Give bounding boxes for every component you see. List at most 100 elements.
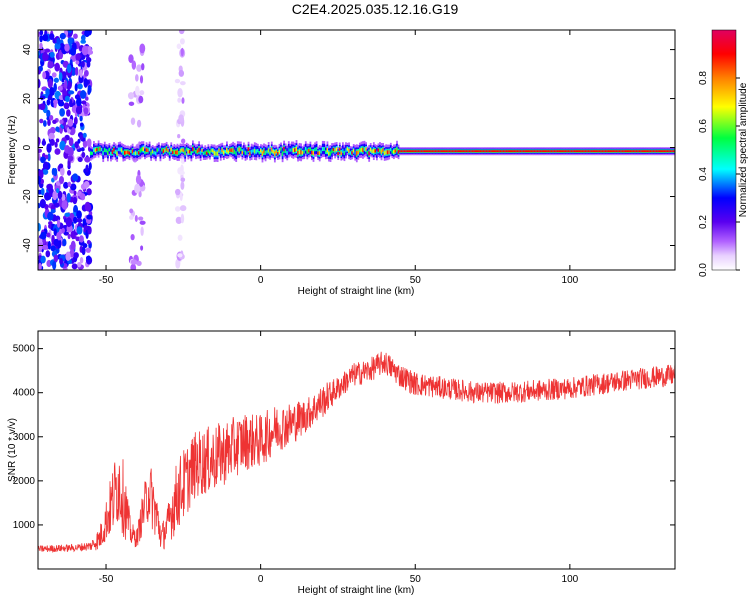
spectrogram-noise-cell	[76, 218, 83, 223]
spectrogram-noise-cell	[76, 210, 82, 220]
spectrogram-noise-cell	[53, 254, 59, 263]
spectrogram-ridge-cell	[668, 150, 671, 153]
spectrogram-ridge-cell	[176, 150, 179, 155]
spectrogram-ridge-cell	[623, 150, 626, 153]
spectrogram-noise-cell	[129, 208, 134, 214]
spectrogram-x-tick-label: 100	[562, 275, 579, 286]
snr-y-ticks: 1000 2000 3000 4000 5000	[13, 344, 675, 531]
spectrogram-noise-cell	[39, 118, 44, 124]
snr-y-axis-label: SNR (10 * v/v)	[7, 418, 18, 482]
spectrogram-ridge-cell	[606, 150, 609, 153]
snr-x-tick-label: -50	[99, 574, 114, 585]
spectrogram-ridge-cell	[273, 151, 276, 156]
spectrogram-ridge-cell	[553, 150, 556, 153]
spectrogram-ridge-cell	[569, 150, 572, 153]
spectrogram-ridge-cell	[328, 151, 330, 156]
spectrogram-ridge-cell	[535, 150, 538, 153]
spectrogram-noise-cell	[59, 166, 65, 176]
spectrogram-ridge-cell	[566, 150, 568, 153]
spectrogram-noise-cell	[39, 198, 46, 209]
spectrogram-noise-cell	[136, 260, 142, 266]
spectrogram-ridge-cell	[351, 151, 354, 155]
spectrogram-ridge-cell	[575, 150, 578, 153]
colorbar-tick-label: 0.0	[698, 263, 709, 277]
spectrogram-ridge-cell	[233, 149, 236, 154]
spectrogram-noise-cell	[81, 151, 86, 158]
spectrogram-x-ticks: -50 0 50 100	[99, 30, 579, 286]
spectrogram-ridge-cell	[385, 150, 388, 155]
spectrogram-noise-cell	[73, 252, 79, 259]
spectrogram-ridge-cell	[256, 148, 259, 153]
spectrogram-noise-cell	[76, 226, 83, 235]
colorbar-ticks: 0.0 0.2 0.4 0.6 0.8	[698, 71, 740, 277]
spectrogram-ridge-cell	[544, 150, 547, 153]
spectrogram-ridge-cell	[167, 149, 170, 153]
spectrogram-ridge-cell	[371, 149, 374, 153]
spectrogram-ridge-cell	[589, 150, 592, 153]
spectrogram-ridge-cell	[357, 150, 360, 155]
spectrogram-ridge-cell	[139, 148, 142, 153]
spectrogram-ridge-cell	[652, 150, 655, 153]
spectrogram-ridge-cell	[227, 150, 230, 154]
spectrogram-ridge-cell	[410, 150, 412, 153]
spectrogram-noise-cell	[83, 224, 88, 231]
spectrogram-ridge-cell	[241, 150, 244, 155]
spectrogram-noise-cell	[42, 161, 49, 172]
spectrogram-ridge-cell	[498, 150, 500, 153]
spectrogram-noise-cell	[39, 30, 44, 36]
spectrogram-noise-cell	[88, 210, 93, 216]
spectrogram-ridge-cell	[660, 150, 663, 153]
spectrogram-ridge-cell	[501, 150, 504, 153]
spectrogram-ridge-cell	[479, 150, 482, 153]
spectrogram-noise-cell	[86, 46, 93, 55]
spectrogram-noise-cell	[53, 228, 57, 236]
spectrogram-ridge-cell	[159, 151, 162, 156]
spectrogram-ridge-cell	[153, 151, 156, 155]
spectrogram-ridge-cell	[513, 150, 516, 153]
spectrogram-ridge-cell	[522, 150, 525, 153]
spectrogram-noise-cell	[45, 250, 51, 258]
spectrogram-ridge-cell	[388, 150, 391, 154]
spectrogram-noise-cell	[46, 232, 51, 238]
spectrogram-noise-cell	[70, 66, 77, 76]
spectrogram-ridge-cell	[323, 146, 326, 151]
spectrogram-noise-cell	[39, 103, 46, 111]
spectrogram-noise-cell	[48, 87, 55, 96]
spectrogram-ridge-cell	[114, 149, 117, 154]
spectrogram-ridge-cell	[524, 150, 527, 153]
spectrogram-ridge-cell	[258, 150, 261, 155]
spectrogram-ridge-cell	[525, 150, 528, 153]
spectrogram-ridge-cell	[473, 150, 476, 153]
spectrogram-ridge-cell	[96, 148, 98, 152]
spectrogram-noise-cell	[41, 157, 47, 162]
spectrogram-ridge-cell	[136, 151, 139, 156]
spectrogram-noise-cell	[138, 95, 144, 104]
spectrogram-noise-cell	[72, 173, 79, 182]
spectrogram-ridge-cell	[595, 150, 598, 153]
spectrogram-noise-cell	[128, 101, 135, 106]
spectrogram-noise-cell	[81, 100, 87, 105]
spectrogram-noise-cell	[67, 155, 74, 162]
spectrogram-ridge-cell	[207, 149, 210, 154]
spectrogram-ridge-cell	[130, 149, 132, 153]
spectrogram-ridge-cell	[134, 151, 137, 155]
snr-y-tick-label: 4000	[13, 388, 36, 399]
spectrogram-ridge-cell	[337, 151, 340, 156]
spectrogram-noise-cell	[130, 263, 137, 270]
spectrogram-noise-cell	[40, 231, 47, 240]
spectrogram-ridge-cell	[219, 149, 222, 155]
spectrogram-ridge-cell	[485, 150, 488, 153]
spectrogram-ridge-cell	[518, 150, 521, 153]
spectrogram-noise-cell	[139, 220, 146, 225]
spectrogram-noise-cell	[52, 260, 57, 270]
snr-x-tick-label: 100	[562, 574, 579, 585]
spectrogram-ridge-cell	[116, 151, 119, 156]
spectrogram-noise-cell	[78, 74, 84, 84]
spectrogram-ridge-cell	[278, 149, 281, 154]
spectrogram-ridge-cell	[201, 149, 204, 153]
spectrogram-noise-cell	[54, 62, 60, 72]
spectrogram-ridge-cell	[615, 150, 618, 153]
spectrogram-ridge-cell	[119, 147, 122, 152]
spectrogram-noise-cell	[178, 114, 184, 122]
spectrogram-ridge-cell	[300, 150, 303, 155]
